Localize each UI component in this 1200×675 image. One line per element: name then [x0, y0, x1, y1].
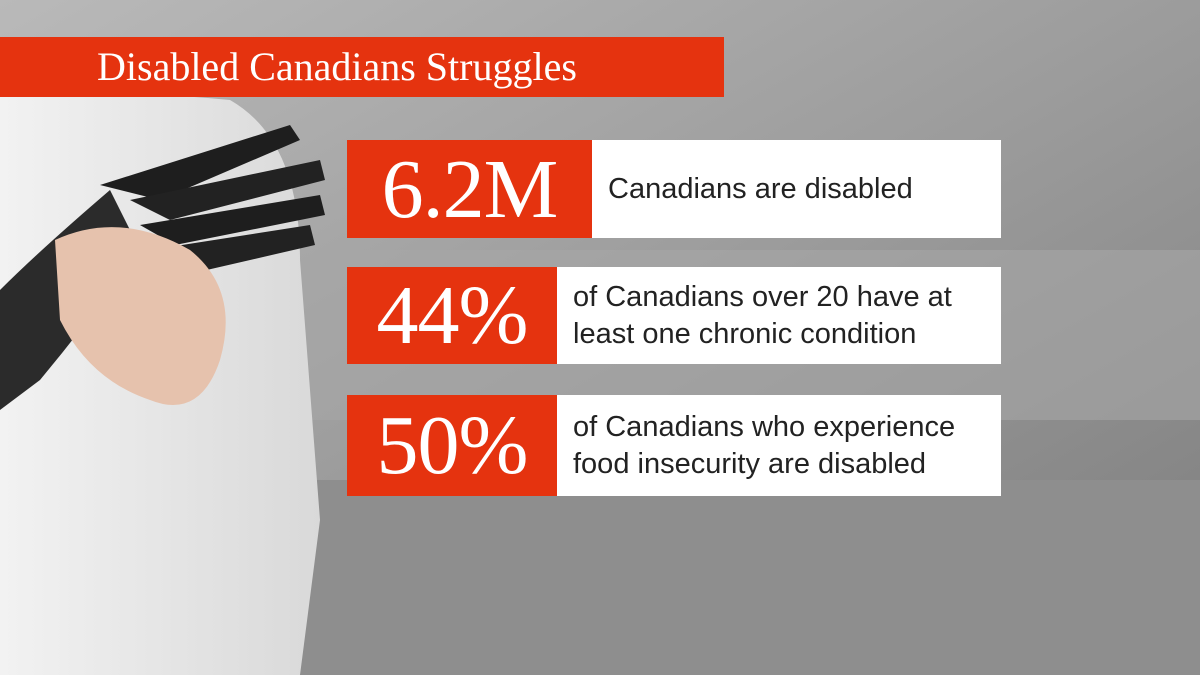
stat-value: 44%	[347, 267, 557, 364]
description-line: least one chronic condition	[573, 317, 917, 350]
stat-row: 6.2M Canadians are disabled	[347, 140, 1001, 238]
stat-description: of Canadians who experience food insecur…	[557, 395, 1001, 496]
description-line: of Canadians over 20 have at	[573, 280, 952, 313]
title: Disabled Canadians Struggles	[97, 44, 577, 89]
stat-row: 44% of Canadians over 20 have at least o…	[347, 267, 1001, 364]
description-line: of Canadians who experience	[573, 410, 956, 443]
title-banner: Disabled Canadians Struggles	[0, 37, 724, 97]
stat-description: Canadians are disabled	[592, 140, 1001, 238]
description-line: Canadians are disabled	[608, 172, 913, 205]
stat-row: 50% of Canadians who experience food ins…	[347, 395, 1001, 496]
stat-value: 6.2M	[347, 140, 592, 238]
stat-value: 50%	[347, 395, 557, 496]
stat-description: of Canadians over 20 have at least one c…	[557, 267, 1001, 364]
description-line: food insecurity are disabled	[573, 447, 927, 480]
